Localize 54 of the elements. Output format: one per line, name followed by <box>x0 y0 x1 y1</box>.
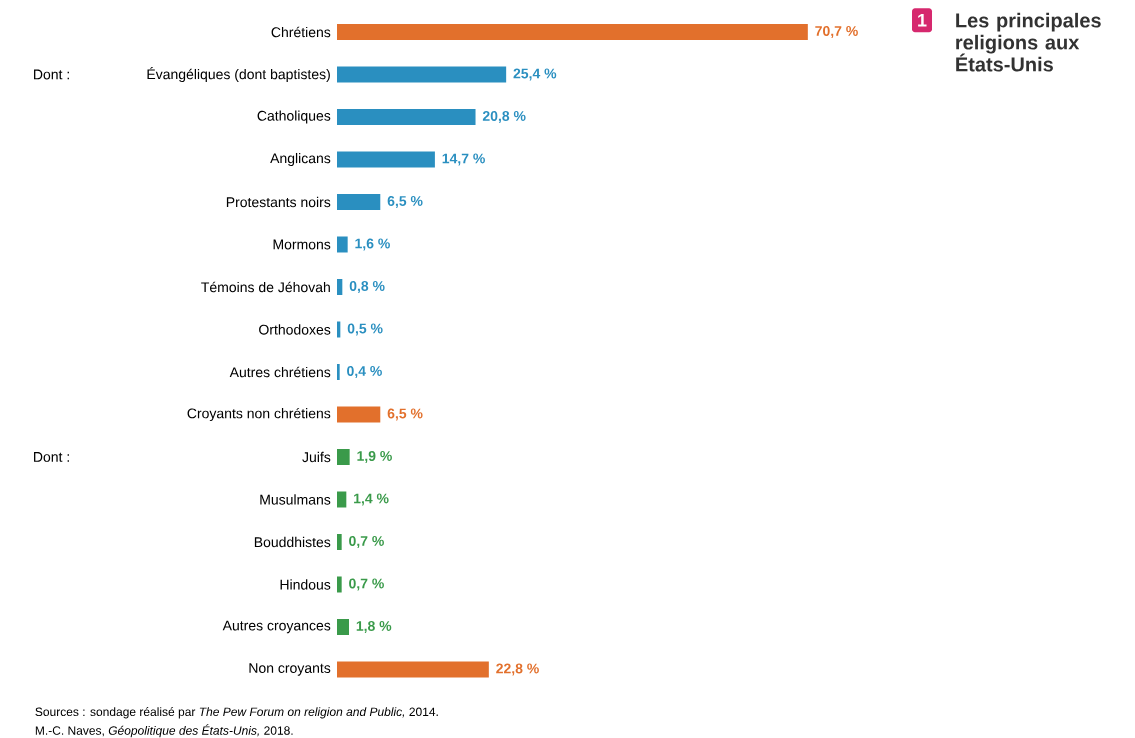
y-tick-label: Musulmans <box>260 494 331 505</box>
y-tick-label: Croyants non chrétiens <box>187 407 331 422</box>
y-tick-label: Bouddhistes <box>254 536 331 548</box>
data-label: 6,5 % <box>387 408 423 421</box>
bar <box>337 491 347 508</box>
y-tick-label: Anglicans <box>270 152 331 167</box>
source-note: Sources : sondage réalisé par The Pew Forum on religion and Public, 2014. <box>35 707 438 719</box>
bar <box>337 193 381 210</box>
text: 1 <box>918 13 927 27</box>
bar <box>337 533 342 550</box>
bar <box>337 109 476 125</box>
bar <box>337 406 381 423</box>
y-tick-label: Autres croyances <box>222 620 331 634</box>
bar <box>337 236 348 253</box>
data-label: 1,8 % <box>356 621 392 633</box>
bar <box>337 661 489 678</box>
y-tick-label: Témoins de Jéhovah <box>201 281 330 293</box>
data-label: 0,8 % <box>349 281 385 293</box>
data-label: 22,8 % <box>496 663 539 676</box>
data-label: 1,4 % <box>354 493 389 506</box>
bar <box>337 576 342 593</box>
data-label: 1,9 % <box>357 451 392 463</box>
y-tick-label: Autres chrétiens <box>229 366 331 378</box>
data-label: 70,7 % <box>815 26 858 38</box>
data-label: 0,7 % <box>349 536 384 548</box>
bar <box>337 66 507 83</box>
text: Dont : <box>34 69 69 80</box>
data-label: 1,6 % <box>355 238 390 251</box>
y-tick-label: Évangéliques (dont baptistes) <box>147 66 330 83</box>
text: M.-C. Naves, Géopolitique des États-Unis, 2018. <box>35 724 293 738</box>
y-tick-label: Mormons <box>273 239 331 250</box>
text: Les principales religions aux États-Unis <box>956 12 1101 72</box>
y-tick-label: Catholiques <box>257 110 331 124</box>
bar <box>337 448 350 465</box>
y-tick-label: Juifs <box>302 451 331 463</box>
bar <box>337 278 343 295</box>
data-label: 0,5 % <box>347 323 383 336</box>
bar <box>337 24 808 40</box>
y-tick-label: Orthodoxes <box>259 324 331 335</box>
bar <box>337 363 340 380</box>
y-tick-label: Chrétiens <box>271 26 331 38</box>
data-label: 0,4 % <box>347 366 382 378</box>
data-label: 6,5 % <box>387 196 423 208</box>
data-label: 25,4 % <box>513 68 557 81</box>
y-tick-label: Hindous <box>280 579 331 590</box>
data-label: 20,8 % <box>482 111 526 123</box>
data-label: 14,7 % <box>442 153 485 166</box>
bar <box>337 151 435 168</box>
y-tick-label: Protestants noirs <box>226 196 331 208</box>
bar <box>337 321 341 338</box>
text: Dont : <box>34 452 69 462</box>
bar <box>337 618 349 635</box>
y-tick-label: Non croyants <box>249 663 331 676</box>
data-label: 0,7 % <box>349 578 384 591</box>
